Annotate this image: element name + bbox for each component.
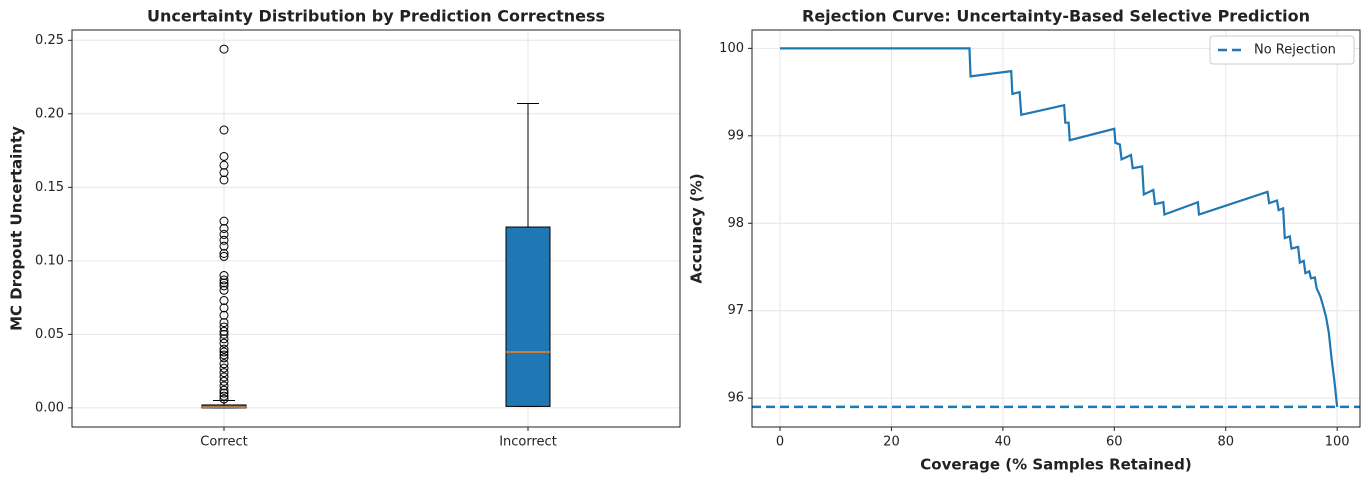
outlier (219, 372, 229, 382)
x-tick-label: 60 (1106, 435, 1123, 450)
y-tick-label: 0.10 (35, 253, 64, 268)
outlier (219, 329, 229, 339)
plot-frame (751, 29, 1361, 428)
x-tick-label: 80 (1217, 435, 1234, 450)
plot-frame (71, 29, 681, 428)
y-tick-label: 0.00 (35, 400, 64, 415)
y-axis-label: Accuracy (%) (688, 173, 706, 283)
x-tick-label: 20 (883, 435, 900, 450)
outlier (219, 381, 229, 391)
outlier (219, 251, 229, 261)
legend-label: No Rejection (1254, 43, 1336, 58)
outlier (219, 391, 229, 401)
outlier (219, 285, 229, 295)
x-tick-label: 100 (1325, 435, 1350, 450)
outlier (219, 368, 229, 378)
outlier (219, 318, 229, 328)
box (505, 226, 551, 407)
outlier (219, 388, 229, 398)
y-tick-label: 0.05 (35, 327, 64, 342)
x-tick-label: 40 (995, 435, 1012, 450)
outlier (219, 322, 229, 332)
outlier (219, 296, 229, 306)
outlier (219, 235, 229, 245)
outlier (219, 353, 229, 363)
outlier (219, 125, 229, 135)
outlier (219, 359, 229, 369)
x-tick-label: 0 (776, 435, 784, 450)
outlier (219, 151, 229, 161)
outlier (219, 271, 229, 281)
x-tick-label: Incorrect (499, 435, 557, 450)
outlier (219, 160, 229, 170)
outlier (219, 376, 229, 386)
y-tick-label: 98 (727, 216, 744, 231)
line (780, 47, 1339, 408)
y-tick-label: 97 (727, 303, 744, 318)
outlier (219, 303, 229, 313)
chart-title: Rejection Curve: Uncertainty-Based Selec… (802, 7, 1310, 26)
outlier (219, 281, 229, 291)
y-tick-label: 99 (727, 128, 744, 143)
legend-box (1209, 35, 1355, 65)
y-tick-label: 0.20 (35, 106, 64, 121)
outlier (219, 363, 229, 373)
outlier (219, 248, 229, 258)
y-axis-label: MC Dropout Uncertainty (8, 126, 26, 331)
outlier (219, 334, 229, 344)
outlier (219, 229, 229, 239)
y-tick-label: 0.15 (35, 180, 64, 195)
outlier (219, 350, 229, 360)
y-tick-label: 100 (719, 41, 744, 56)
outlier (219, 241, 229, 251)
outlier (219, 338, 229, 348)
outlier (219, 278, 229, 288)
x-tick-label: Correct (200, 435, 247, 450)
outlier (219, 224, 229, 233)
y-tick-label: 0.25 (35, 33, 64, 48)
outlier (219, 275, 229, 285)
outlier (219, 347, 229, 357)
outlier (219, 310, 229, 320)
outlier (219, 385, 229, 395)
chart-title: Uncertainty Distribution by Prediction C… (147, 7, 605, 26)
y-tick-label: 96 (727, 391, 744, 406)
outlier (219, 216, 229, 226)
outlier (219, 44, 229, 54)
outlier (219, 175, 229, 185)
x-axis-label: Coverage (% Samples Retained) (920, 456, 1191, 474)
outlier (219, 344, 229, 354)
outlier (219, 168, 229, 178)
outlier (219, 394, 229, 404)
outlier (219, 326, 229, 336)
